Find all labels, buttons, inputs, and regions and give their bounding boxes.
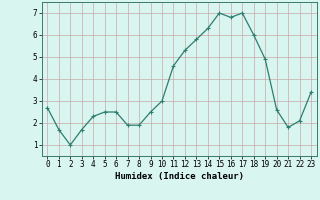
X-axis label: Humidex (Indice chaleur): Humidex (Indice chaleur) [115,172,244,181]
